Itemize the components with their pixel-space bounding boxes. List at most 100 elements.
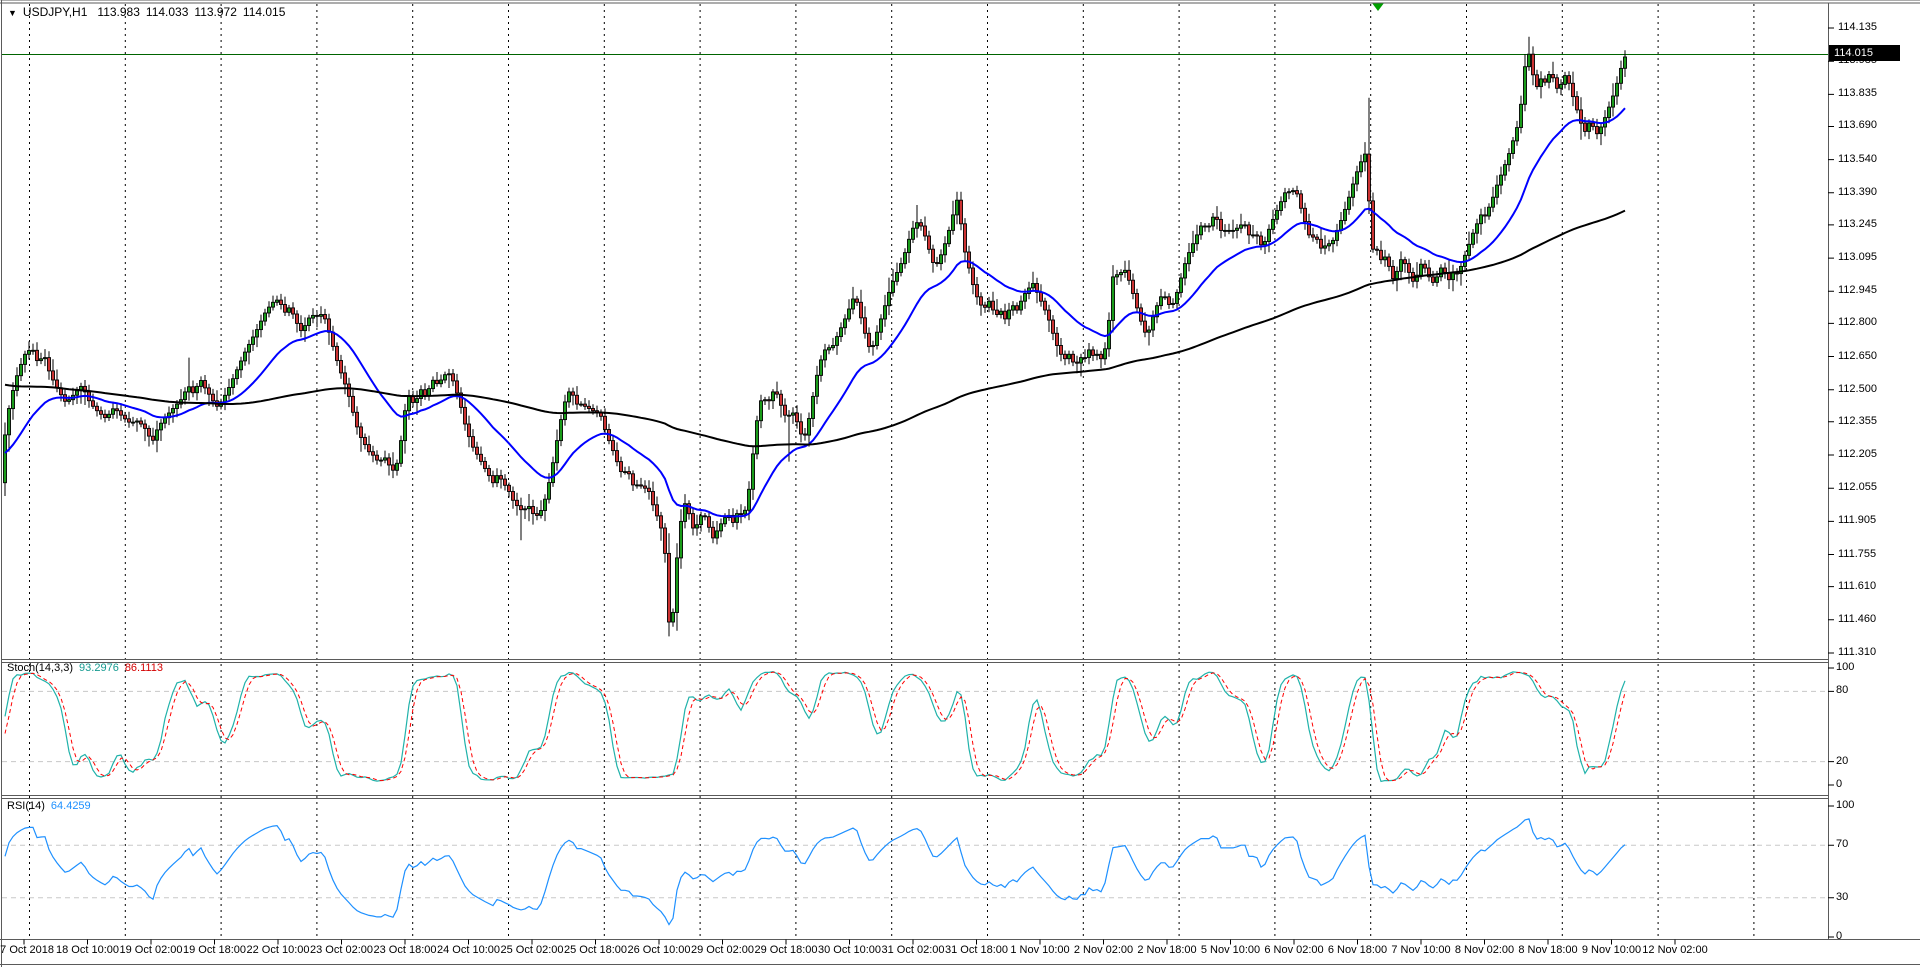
bull-candle xyxy=(1363,153,1367,163)
price-axis-label: 111.755 xyxy=(1838,547,1877,560)
bull-candle xyxy=(1623,56,1627,69)
bull-candle xyxy=(1515,127,1519,142)
current-price-tag: 114.015 xyxy=(1829,45,1900,61)
bear-candle xyxy=(147,427,151,437)
bull-candle xyxy=(111,408,115,415)
bear-candle xyxy=(571,391,575,396)
bear-candle xyxy=(355,411,359,428)
price-axis-label: 113.690 xyxy=(1838,119,1877,132)
bull-candle xyxy=(1395,270,1399,280)
bear-candle xyxy=(971,267,975,286)
bear-candle xyxy=(491,475,495,484)
close-value: 114.015 xyxy=(242,5,286,19)
rsi-value: 64.4259 xyxy=(50,800,91,812)
bull-candle xyxy=(27,350,31,355)
bull-candle xyxy=(239,360,243,371)
bear-candle xyxy=(1375,248,1379,251)
bear-candle xyxy=(479,453,483,462)
bull-candle xyxy=(895,272,899,282)
bull-candle xyxy=(1355,171,1359,185)
bull-candle xyxy=(1475,223,1479,234)
bull-candle xyxy=(879,318,883,333)
bull-candle xyxy=(755,420,759,455)
bear-candle xyxy=(1047,309,1051,321)
time-axis-label: 8 Nov 02:00 xyxy=(1454,944,1515,956)
bull-candle xyxy=(1539,78,1543,88)
bear-candle xyxy=(327,318,331,333)
price-axis-label: 111.905 xyxy=(1838,514,1877,527)
stochastic-name: Stoch(14,3,3) xyxy=(7,662,74,674)
bear-candle xyxy=(507,484,511,492)
bull-candle xyxy=(1179,277,1183,293)
bull-candle xyxy=(1559,83,1563,89)
bear-candle xyxy=(359,426,363,438)
symbol-dropdown-icon[interactable]: ▼ xyxy=(8,8,17,18)
bull-candle xyxy=(1171,302,1175,305)
time-axis-label: 19 Oct 02:00 xyxy=(119,944,183,956)
rsi-label: RSI(14) 64.4259 xyxy=(7,800,91,812)
bear-candle xyxy=(1255,234,1259,237)
bear-candle xyxy=(663,527,667,554)
bear-candle xyxy=(1139,307,1143,322)
bull-candle xyxy=(439,379,443,385)
bull-candle xyxy=(1347,196,1351,210)
bear-candle xyxy=(1055,332,1059,346)
bull-candle xyxy=(851,298,855,310)
symbol-period-label: USDJPY,H1 xyxy=(22,5,88,19)
bear-candle xyxy=(1579,109,1583,124)
bear-candle xyxy=(627,471,631,475)
bear-candle xyxy=(1039,291,1043,302)
bull-candle xyxy=(1459,265,1463,275)
bear-candle xyxy=(1407,263,1411,273)
bear-candle xyxy=(1035,283,1039,293)
bull-candle xyxy=(1007,309,1011,320)
bear-candle xyxy=(291,307,295,315)
price-axis-label: 113.245 xyxy=(1838,217,1877,230)
indicator-scale-label: 0 xyxy=(1836,930,1843,942)
bear-candle xyxy=(1551,74,1555,79)
bear-candle xyxy=(207,387,211,395)
bear-candle xyxy=(1043,300,1047,311)
time-axis-label: 1 Nov 10:00 xyxy=(1010,944,1070,956)
bull-candle xyxy=(1087,349,1091,359)
bear-candle xyxy=(795,412,799,423)
bull-candle xyxy=(1031,283,1035,289)
bear-candle xyxy=(691,513,695,529)
bull-candle xyxy=(559,419,563,442)
bear-candle xyxy=(127,418,131,423)
price-axis-label: 112.205 xyxy=(1838,447,1877,460)
bear-candle xyxy=(863,317,867,334)
bull-candle xyxy=(523,508,527,511)
bear-candle xyxy=(315,314,319,317)
bear-candle xyxy=(1083,357,1087,360)
high-value: 114.033 xyxy=(145,5,189,19)
bear-candle xyxy=(619,461,623,473)
time-axis-label: 12 Nov 02:00 xyxy=(1642,944,1708,956)
price-axis-label: 113.540 xyxy=(1838,152,1877,165)
price-axis-label: 112.650 xyxy=(1838,349,1877,362)
bull-candle xyxy=(1095,353,1099,356)
bear-candle xyxy=(351,395,355,413)
time-axis-label: 31 Oct 18:00 xyxy=(945,944,1008,956)
bull-candle xyxy=(223,394,227,403)
bull-candle xyxy=(163,417,167,424)
bull-candle xyxy=(987,300,991,308)
bull-candle xyxy=(39,358,43,362)
bull-candle xyxy=(1495,184,1499,198)
bear-candle xyxy=(979,296,983,306)
bull-candle xyxy=(1435,276,1439,283)
bear-candle xyxy=(1535,74,1539,88)
time-axis-label: 8 Nov 18:00 xyxy=(1518,944,1578,956)
bull-candle xyxy=(303,325,307,332)
bull-candle xyxy=(911,227,915,240)
bear-candle xyxy=(963,223,967,253)
bear-candle xyxy=(1379,249,1383,261)
bull-candle xyxy=(547,482,551,500)
bear-candle xyxy=(1367,153,1371,202)
bear-candle xyxy=(55,379,59,389)
bear-candle xyxy=(651,491,655,506)
time-axis-label: 31 Oct 02:00 xyxy=(881,944,945,956)
bull-candle xyxy=(743,509,747,515)
bull-candle xyxy=(1275,210,1279,220)
